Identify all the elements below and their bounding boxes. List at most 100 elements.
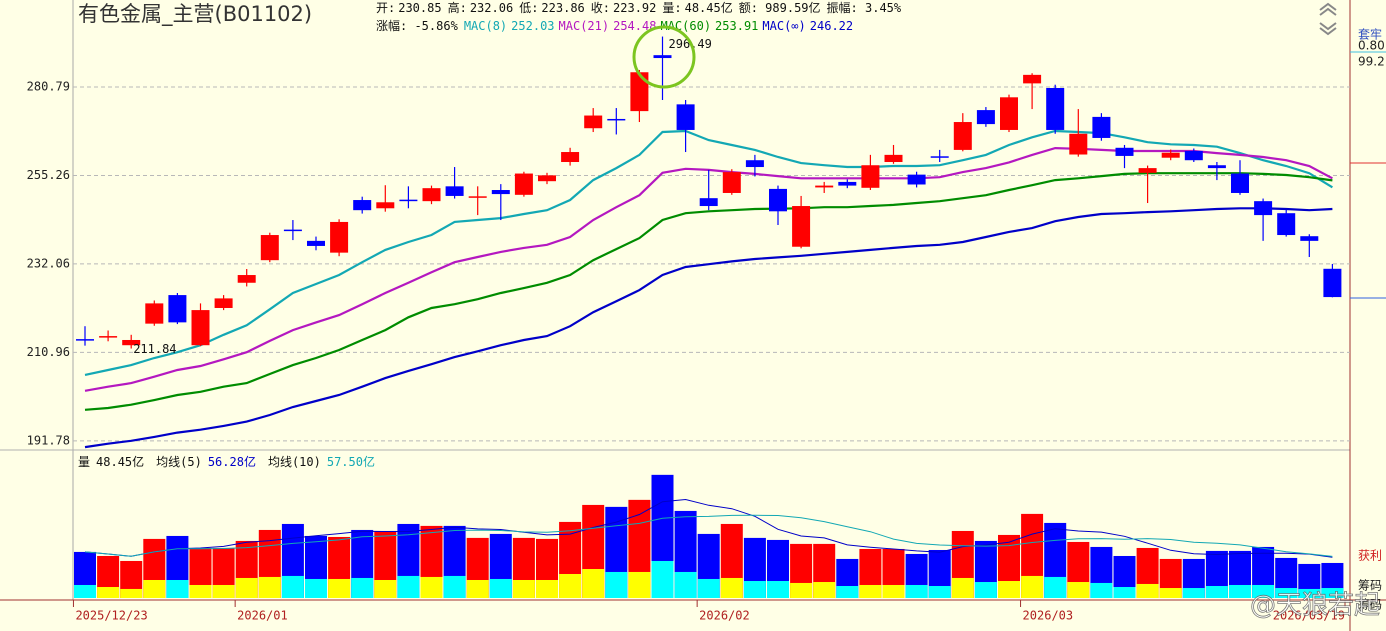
candle-body [607,118,626,121]
ma-line [84,172,1333,411]
volume-sub-bar [97,587,120,598]
candle-body [76,339,94,341]
x-tick-label: 2026/03/19 [1273,609,1345,623]
volume-sub-bar [559,573,582,598]
legend-name: MAC(∞) [762,19,805,33]
volume-sub-bar [489,578,512,598]
candle-body [722,172,741,193]
volume-sub-bar [1021,575,1044,598]
candle-body [99,336,118,338]
candle-body [168,295,187,323]
candle-body [930,156,949,158]
candle-body [1138,168,1157,173]
volume-sub-bar [951,577,974,598]
candle-body [1231,173,1249,193]
volume-sub-bar [189,584,212,598]
candle-body [838,181,857,186]
side-text: 筹码 [1358,579,1382,593]
candle-body [399,199,418,202]
volume-value: 48.45亿 [96,454,144,469]
candle-body [907,174,926,185]
volume-sub-bar [1044,576,1067,598]
candle-body [1115,147,1134,156]
candle-body [1323,268,1342,298]
volume-label: 量 [78,455,90,469]
candle-body [676,104,695,130]
ma-line [84,129,1333,376]
side-text: 筹码 [1358,598,1382,612]
candle-body [653,55,672,59]
info-value: 232.06 [470,1,513,15]
legend-value: 252.03 [511,19,554,33]
candle-body [283,229,302,232]
volume-sub-bar [1159,588,1182,598]
candle-body [1092,116,1111,138]
volume-sub-bar [720,577,743,598]
y-tick-label: 255.26 [27,168,70,182]
candle-body [884,154,903,163]
side-text: 0.80 [1358,39,1385,53]
volume-sub-bar [1182,588,1205,598]
volume-sub-bar [1205,585,1228,598]
candle-body [745,160,764,168]
moving-averages [84,129,1333,449]
info-label: 量: [662,1,681,15]
volume-sub-bar [1321,588,1344,598]
volume-sub-bar [212,584,235,598]
scroll-down-icon[interactable] [1319,22,1337,36]
volume-sub-bar [882,584,905,598]
y-tick-label: 280.79 [27,80,70,94]
candle-body [1161,152,1180,158]
legend: 涨幅: -5.86% MAC(8) 252.03 MAC(21) 254.48 MAC(6… [376,18,853,33]
volume-sub-bar [74,584,96,598]
candle-body [1023,74,1042,84]
legend-value: 57.50亿 [327,454,375,469]
candle-body [792,206,811,247]
scroll-up-icon[interactable] [1319,2,1337,16]
low-annotation: 211.84 [133,342,176,356]
volume-sub-bar [235,577,258,598]
info-value: 48.45亿 [685,0,733,15]
volume-sub-bar [1067,582,1090,598]
volume-sub-bar [143,579,166,598]
volume-sub-bar [928,585,951,598]
volume-sub-bar [767,581,789,598]
candle-body [769,188,787,212]
legend-value: 253.91 [715,19,758,33]
volume-sub-bar [166,579,189,598]
info-line: 开: 230.85 高: 232.06 低: 223.86 收: 223.92 量: 48.45亿… [376,0,902,15]
volume-ma-line [84,498,1333,558]
volume-sub-bar [536,579,558,598]
x-tick-label: 2026/03 [1023,609,1074,623]
candle-body [214,298,233,308]
y-tick-label: 191.78 [27,433,70,447]
candle-body [468,196,487,198]
legend-name: 均线(5) [156,455,202,469]
volume-sub-bar [258,576,281,598]
candle-body [1254,201,1273,216]
legend-name: MAC(21) [559,19,610,33]
ma-line [84,207,1333,449]
volume-sub-bar [790,582,813,598]
candle-body [514,173,533,195]
volume-sub-bar [605,571,628,598]
side-text: 套牢 [1358,27,1382,42]
volume-sub-bar [351,577,374,598]
volume-sub-bar [582,569,605,598]
x-tick-label: 2026/02 [699,609,750,623]
volume-sub-bar [697,578,720,598]
candle-body [1207,165,1226,169]
volume-sub-bar [1252,584,1275,598]
legend-name: MAC(8) [464,19,507,33]
volume-sub-bar [328,578,351,598]
candle-body [953,122,972,150]
volume-legend: 量 48.45亿 均线(5) 56.28亿 均线(10) 57.50亿 [78,454,375,469]
candle-body [491,190,510,195]
volume-sub-bar [1113,587,1136,598]
volume-sub-bar [512,579,535,598]
candle-body [561,152,580,163]
change: 涨幅: -5.86% [376,18,459,33]
volume-sub-bar [836,585,859,598]
candles [76,36,1342,349]
